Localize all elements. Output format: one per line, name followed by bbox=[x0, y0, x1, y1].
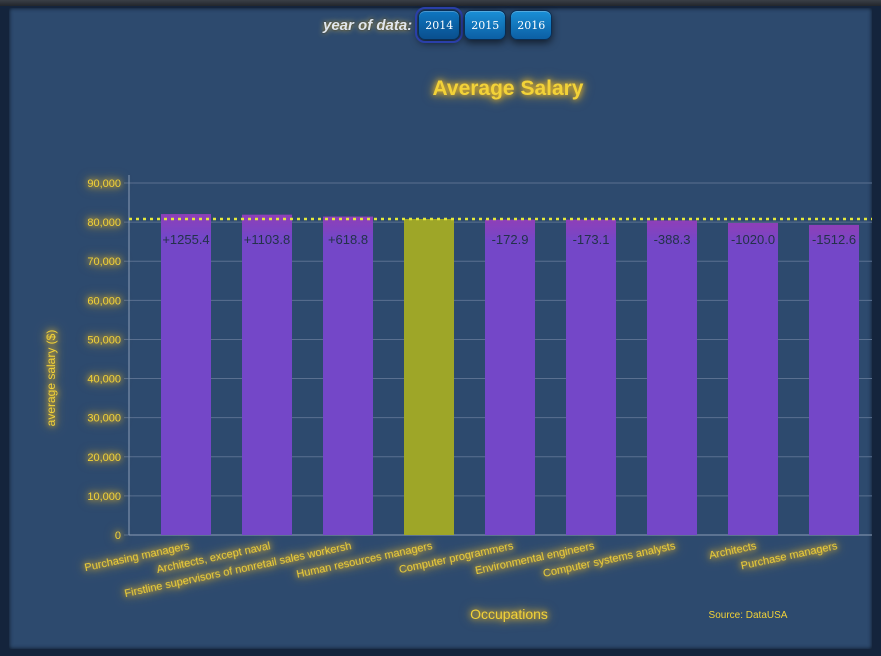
y-tick-label: 20,000 bbox=[87, 452, 121, 464]
y-tick-label: 50,000 bbox=[87, 334, 121, 346]
bar bbox=[728, 222, 778, 535]
bar bbox=[809, 224, 859, 536]
bars bbox=[161, 214, 859, 536]
difference-label: -1512.6 bbox=[812, 232, 856, 247]
y-tick-label: 60,000 bbox=[87, 295, 121, 307]
difference-label: +1255.4 bbox=[162, 232, 209, 247]
year-button-2015[interactable]: 2015 bbox=[464, 10, 507, 40]
bar bbox=[404, 218, 454, 535]
y-tick-label: 0 bbox=[115, 530, 121, 542]
x-axis-title: Occupations bbox=[470, 606, 548, 622]
bar bbox=[566, 219, 616, 535]
y-axis-title: average salary ($) bbox=[44, 330, 58, 427]
y-tick-label: 80,000 bbox=[87, 217, 121, 229]
difference-label: -173.1 bbox=[573, 232, 610, 247]
bar bbox=[323, 216, 373, 535]
year-selector: year of data: 2014 2015 2016 bbox=[323, 7, 553, 43]
difference-label: +1103.8 bbox=[244, 232, 290, 247]
year-label: year of data: bbox=[323, 16, 413, 34]
difference-label: -1020.0 bbox=[731, 232, 775, 247]
difference-label: -388.3 bbox=[654, 232, 691, 247]
source-note: Source: DataUSA bbox=[709, 610, 788, 621]
y-tick-label: 30,000 bbox=[87, 413, 121, 425]
bar bbox=[485, 219, 535, 535]
y-tick-label: 90,000 bbox=[87, 178, 121, 190]
y-tick-label: 40,000 bbox=[87, 374, 121, 386]
year-button-2016[interactable]: 2016 bbox=[510, 10, 553, 40]
bar bbox=[161, 214, 211, 535]
y-tick-label: 10,000 bbox=[87, 491, 121, 503]
bar bbox=[647, 220, 697, 535]
y-tick-label: 70,000 bbox=[87, 256, 121, 268]
bar bbox=[242, 214, 292, 535]
difference-label: +618.8 bbox=[328, 232, 368, 247]
chart-title: Average Salary bbox=[433, 77, 584, 100]
year-button-2014[interactable]: 2014 bbox=[415, 7, 464, 43]
window-top-strip bbox=[0, 0, 881, 6]
difference-label: -172.9 bbox=[492, 232, 529, 247]
